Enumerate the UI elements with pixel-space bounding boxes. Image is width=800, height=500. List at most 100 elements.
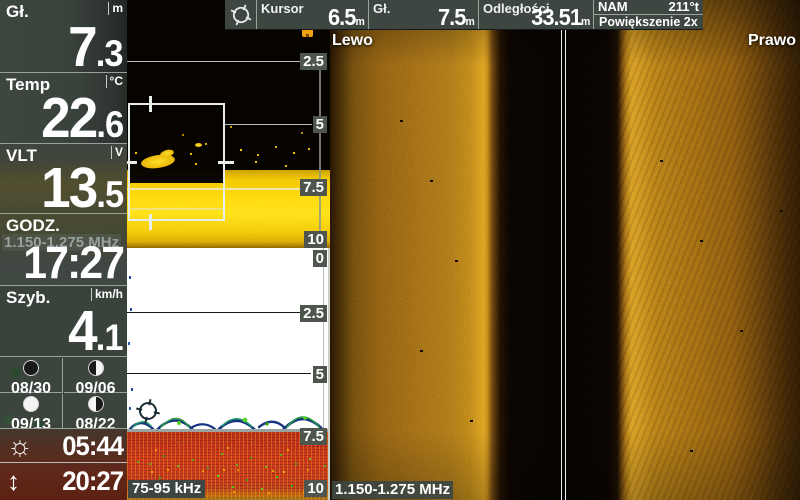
side-imaging-frequency-badge: 1.150-1.275 MHz	[332, 481, 454, 499]
zoombox-tick-top	[149, 96, 152, 112]
zoombox-tick-left	[121, 161, 137, 164]
clock-value: 17:27	[23, 236, 125, 285]
fish-arches	[128, 416, 325, 432]
zoom-scale-2-5: 2.5	[300, 53, 327, 70]
sonar-zoom-panel[interactable]: 2.5 5 7.5 10	[121, 0, 330, 248]
echo-specks	[129, 276, 131, 279]
zoom-selection-box[interactable]	[121, 96, 234, 230]
depth-readout-box: Gł. m 7.3	[0, 0, 127, 72]
depth-label: Gł.	[373, 1, 391, 16]
moon-date: 09/06	[75, 380, 116, 397]
zoom-scale-7-5: 7.5	[300, 179, 327, 196]
sun-icon: ☼	[7, 430, 33, 461]
vertical-arrows-icon: ↕	[7, 466, 20, 496]
temperature-decimal: .6	[96, 103, 124, 143]
sonar-scale-7-5: 7.5	[300, 428, 327, 445]
depth-decimal: .3	[96, 32, 124, 72]
voltage-label: VLT	[6, 146, 37, 165]
last-quarter-moon-icon	[87, 396, 104, 412]
sunset-row: ↕ 20:27	[0, 464, 127, 500]
zoombox-shade	[128, 170, 225, 183]
full-moon-icon	[23, 396, 39, 412]
voltage-readout-box: VLT V 13.5	[0, 143, 127, 213]
crosshair-icon	[230, 4, 251, 26]
nav-heading-value: 211°t	[668, 0, 699, 14]
gridline-2-5	[127, 312, 303, 313]
gridline-7-5	[127, 188, 303, 190]
moon-cell: 09/06	[64, 358, 127, 397]
bottom-contour-line	[127, 429, 330, 432]
depth-readout: Gł. 7.5 m	[368, 0, 478, 29]
boat-track-divider-line	[561, 28, 566, 500]
clock-readout-box: GODZ. 1.150-1.275 MHz 17:27	[0, 213, 127, 285]
first-quarter-moon-icon	[87, 360, 104, 376]
depth-value: 7.5	[438, 4, 466, 31]
depth-value: 7	[68, 14, 98, 72]
cursor-segment	[225, 0, 256, 29]
cursor-depth-readout: Kursor 6.5 m	[256, 0, 368, 29]
new-moon-icon	[23, 360, 39, 376]
zoom-level-label: Powiększenie 2x	[599, 15, 698, 29]
zoom-scale-10: 10	[304, 231, 327, 248]
depth-unit: m	[108, 2, 123, 15]
sonar-frequency-badge: 75-95 kHz	[128, 480, 206, 498]
cursor-depth-unit: m	[355, 16, 365, 29]
temperature-readout-box: Temp °C 22.6	[0, 72, 127, 143]
voltage-decimal: .5	[96, 173, 124, 213]
top-readout-bar: Kursor 6.5 m Gł. 7.5 m Odległości 33.51 m N…	[225, 0, 703, 30]
moon-date: 08/30	[10, 380, 52, 397]
moon-phase-calendar: 08/30 09/06 09/13 08/22	[0, 356, 127, 428]
zoombox-tick-right	[218, 161, 234, 164]
depth-label: Gł.	[6, 2, 29, 21]
speed-decimal: .1	[96, 316, 124, 356]
nav-label: NAM	[598, 0, 628, 14]
voltage-value: 13	[40, 155, 98, 213]
sunrise-row: ☼ 05:44	[0, 429, 127, 463]
sonar-2d-panel[interactable]: 0 2.5 5 7.5 10 75-95 kHz	[127, 248, 330, 500]
sonar-speckle	[135, 152, 137, 154]
sonar-scale-5: 5	[312, 366, 327, 383]
gridline-5	[225, 124, 312, 125]
side-imaging-panel[interactable]: Lewo Prawo 1.150-1.275 MHz	[330, 0, 800, 500]
voltage-unit: V	[110, 146, 123, 159]
cursor-crosshair-icon[interactable]	[136, 399, 160, 423]
panel-divider	[328, 248, 330, 500]
temperature-value: 22	[40, 85, 98, 143]
depth-unit: m	[465, 16, 475, 29]
distance-unit: m	[580, 16, 590, 29]
debris-specks	[400, 120, 403, 122]
speed-value: 4	[68, 298, 98, 356]
speed-label: Szyb.	[6, 288, 51, 307]
sunset-time: 20:27	[62, 466, 124, 496]
distance-readout: Odległości 33.51 m	[478, 0, 593, 29]
depth-axis-line	[319, 56, 321, 242]
speed-readout-box: Szyb. km/h 4.1	[0, 285, 127, 356]
moon-cell: 09/13	[0, 394, 63, 428]
side-imaging-right-beam[interactable]	[566, 0, 800, 500]
gridline-2-5	[127, 61, 305, 62]
side-imaging-left-beam[interactable]	[330, 0, 563, 500]
moon-date: 09/13	[10, 416, 52, 429]
sunrise-sunset-box: ☼ 05:44 ↕ 20:27	[0, 428, 127, 500]
moon-cell: 08/22	[64, 394, 127, 428]
zoomed-depth-line	[129, 208, 224, 210]
nav-zoom-readout: NAM 211°t Powiększenie 2x	[593, 0, 703, 29]
fish-echo-speck	[195, 143, 202, 147]
left-beam-label: Lewo	[332, 32, 373, 49]
gridline-5	[127, 373, 311, 374]
readout-sidebar: Gł. m 7.3 Temp °C 22.6 VLT V 13.5 GODZ. …	[0, 0, 127, 500]
right-beam-label: Prawo	[747, 32, 796, 49]
sonar-scale-10: 10	[304, 480, 327, 497]
down-imaging-frequency-watermark: 1.150-1.275 MHz	[2, 234, 122, 251]
distance-value: 33.51	[530, 4, 582, 31]
temperature-label: Temp	[6, 75, 51, 94]
cursor-depth-label: Kursor	[261, 1, 304, 16]
clock-label: GODZ.	[6, 216, 60, 235]
sunrise-time: 05:44	[62, 431, 124, 461]
sonar-scale-0: 0	[312, 250, 327, 267]
temperature-unit: °C	[105, 75, 123, 88]
distance-label: Odległości	[483, 1, 550, 16]
speed-unit: km/h	[90, 288, 123, 301]
zoombox-tick-bottom	[149, 214, 152, 230]
